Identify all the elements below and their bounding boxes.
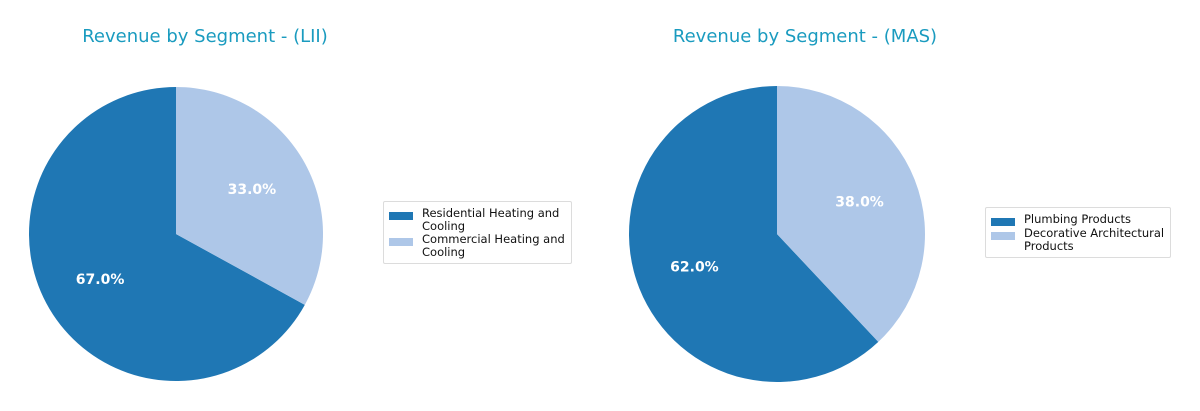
legend-swatch (991, 218, 1015, 226)
legend-swatch (991, 232, 1015, 240)
slice-percent-label: 67.0% (76, 272, 125, 288)
slice-percent-label: 33.0% (228, 182, 277, 198)
legend-item: Plumbing Products (991, 213, 1164, 226)
legend-item: Commercial Heating and Cooling (389, 233, 565, 258)
legend-label: Residential Heating and Cooling (422, 206, 560, 233)
legend-label: Decorative Architectural Products (1024, 226, 1165, 253)
pie-slice (176, 87, 323, 305)
slice-percent-label: 62.0% (670, 260, 719, 276)
legend-swatch (389, 238, 413, 246)
pie-slice (777, 86, 926, 342)
legend-label: Plumbing Products (1024, 212, 1132, 226)
pie-slice (629, 86, 879, 383)
legend-item: Decorative Architectural Products (991, 227, 1164, 252)
pie-slice (28, 87, 305, 381)
legend-item: Residential Heating and Cooling (389, 207, 565, 232)
legend-label: Commercial Heating and Cooling (422, 232, 565, 259)
legend-lii: Residential Heating and Cooling Commerci… (383, 201, 572, 264)
legend-mas: Plumbing Products Decorative Architectur… (985, 207, 1172, 258)
slice-percent-label: 38.0% (835, 194, 884, 210)
chart-title-mas: Revenue by Segment - (MAS) (672, 26, 938, 47)
legend-swatch (389, 212, 413, 220)
chart-title-lii: Revenue by Segment - (LII) (82, 26, 328, 47)
